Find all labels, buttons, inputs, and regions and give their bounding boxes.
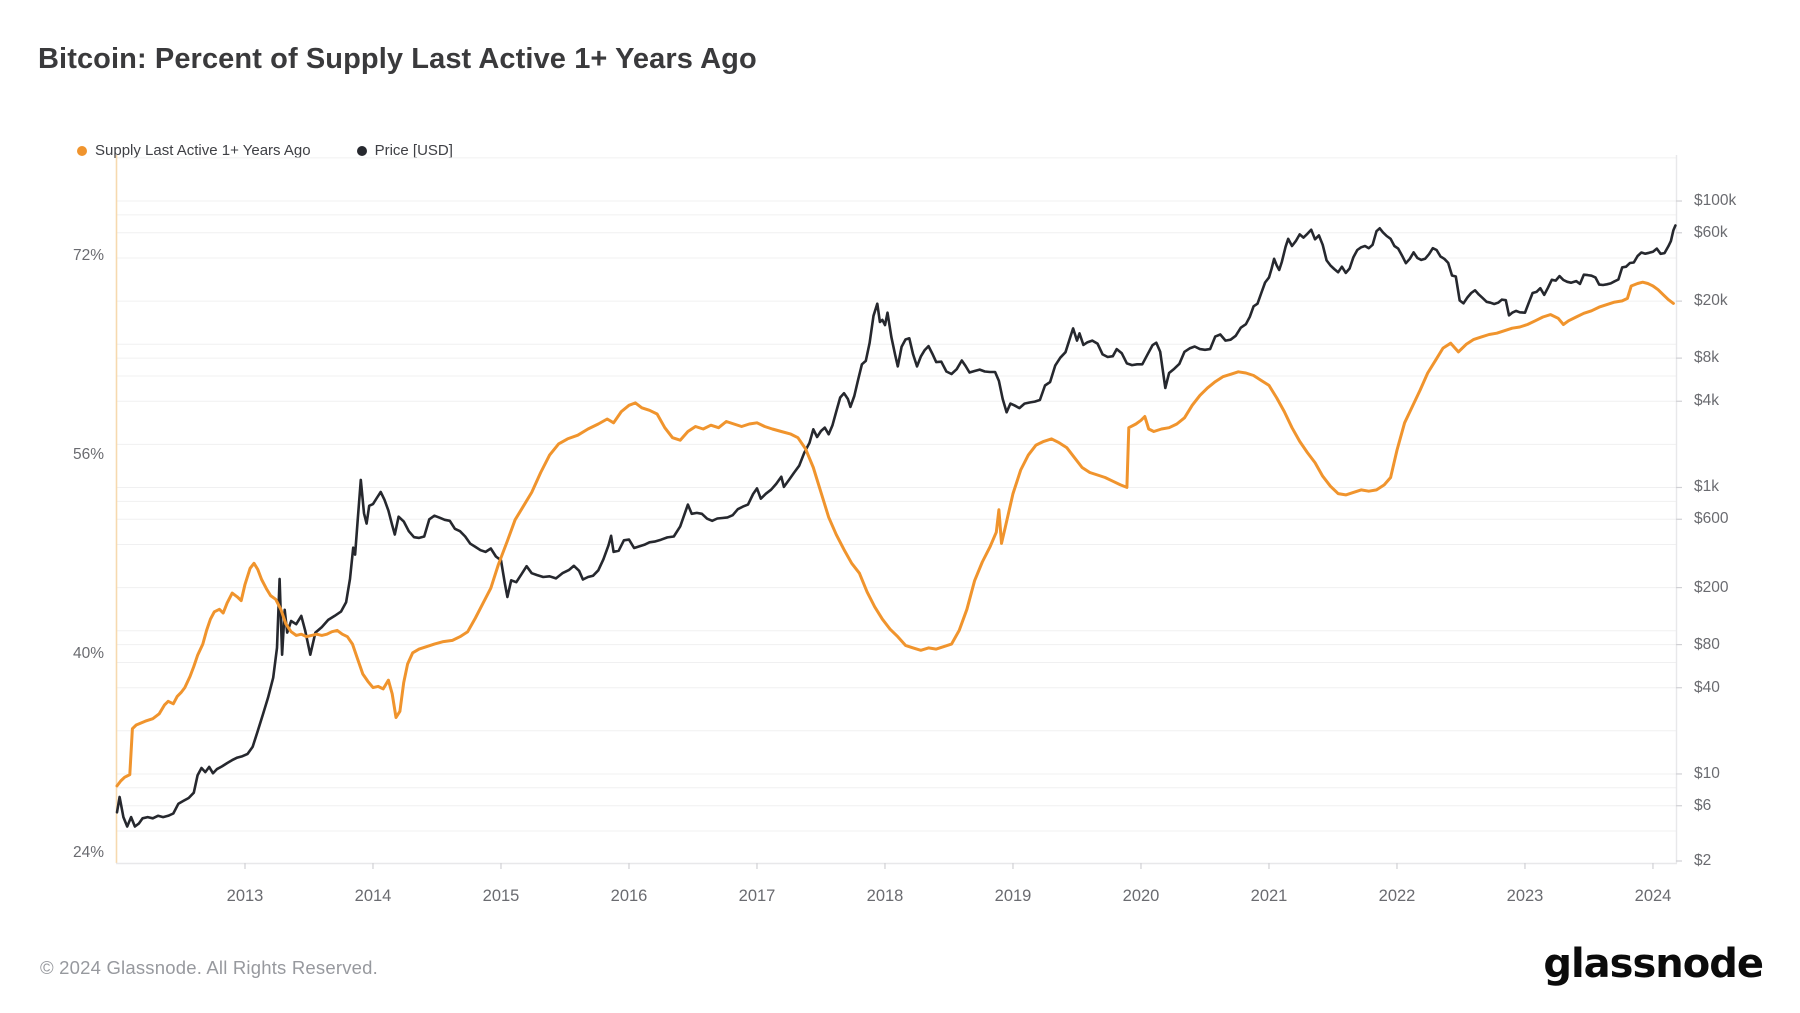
y-axis-left-label: 40%	[72, 645, 104, 662]
legend-label-price: Price [USD]	[374, 142, 453, 159]
x-axis-label: 2014	[354, 887, 392, 905]
x-axis-label: 2015	[482, 887, 520, 905]
y-axis-right-label: $600	[1694, 510, 1729, 527]
x-axis-label: 2018	[866, 887, 904, 905]
y-axis-right-label: $6	[1694, 797, 1712, 814]
y-axis-right-label: $4k	[1694, 392, 1719, 409]
y-axis-left-label: 24%	[72, 844, 104, 861]
x-axis-label: 2024	[1634, 887, 1672, 905]
y-axis-right-label: $100k	[1694, 192, 1737, 209]
legend-label-supply: Supply Last Active 1+ Years Ago	[95, 142, 311, 159]
chart-plot-area[interactable]	[117, 155, 1676, 863]
y-axis-right-label: $60k	[1694, 224, 1728, 241]
price-series-line	[115, 224, 1677, 828]
x-axis-label: 2017	[738, 887, 776, 905]
y-axis-right-label: $2	[1694, 852, 1712, 869]
y-axis-right-label: $1k	[1694, 478, 1719, 495]
x-axis-label: 2021	[1250, 887, 1288, 905]
y-axis-right-label: $40	[1694, 679, 1720, 696]
supply-series-line	[115, 280, 1675, 788]
y-axis-left-label: 56%	[72, 446, 104, 463]
footer-copyright: © 2024 Glassnode. All Rights Reserved.	[40, 957, 378, 978]
x-axis-label: 2016	[610, 887, 648, 905]
x-axis-label: 2023	[1506, 887, 1544, 905]
y-axis-right-label: $10	[1694, 765, 1720, 782]
legend-item-supply[interactable]: Supply Last Active 1+ Years Ago	[77, 142, 311, 159]
price-series-dot-icon	[356, 145, 367, 156]
legend-item-price[interactable]: Price [USD]	[356, 142, 453, 159]
x-axis-label: 2013	[226, 887, 264, 905]
x-axis-label: 2019	[994, 887, 1032, 905]
x-axis-label: 2022	[1378, 887, 1416, 905]
y-axis-left-label: 72%	[72, 247, 104, 264]
page-title: Bitcoin: Percent of Supply Last Active 1…	[38, 43, 757, 75]
glassnode-logo: glassnode	[1543, 941, 1764, 987]
y-axis-right-label: $200	[1694, 579, 1729, 596]
chart-legend: Supply Last Active 1+ Years Ago Price [U…	[77, 142, 453, 159]
y-axis-right-label: $20k	[1694, 292, 1728, 309]
supply-series-dot-icon	[77, 145, 87, 156]
y-axis-right-label: $80	[1694, 636, 1720, 653]
y-axis-right-label: $8k	[1694, 349, 1719, 366]
x-axis-label: 2020	[1122, 887, 1160, 905]
